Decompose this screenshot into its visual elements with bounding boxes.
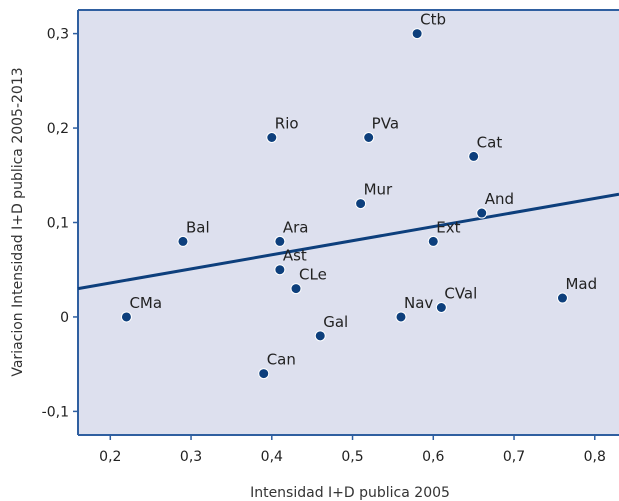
y-tick-label: -0,1 [42,404,69,420]
data-point-ctb [411,28,423,40]
data-point-cval [435,302,447,313]
data-point-mur [355,198,367,210]
point-label-mur: Mur [364,181,393,199]
data-point-gal [314,330,326,342]
data-point-rio [266,132,278,143]
point-label-and: And [485,190,514,208]
y-tick-label: 0,3 [47,27,69,43]
plot-area [78,10,619,435]
point-label-pva: PVa [372,115,399,133]
y-axis-title: Variacion Intensidad I+D publica 2005-20… [10,67,26,376]
point-label-nav: Nav [404,294,433,312]
data-point-pva [363,132,375,143]
data-point-mad [556,292,568,304]
point-label-bal: Bal [186,218,210,236]
x-tick-label: 0,4 [261,449,283,465]
point-label-can: Can [267,351,296,369]
point-label-gal: Gal [323,313,348,331]
point-label-ara: Ara [283,218,309,236]
point-label-ext: Ext [436,218,460,236]
data-point-cat [468,150,480,162]
data-point-can [258,368,270,380]
data-point-bal [177,235,189,247]
y-axis: -0,1 0 0,1 0,2 0,3 [42,27,78,420]
x-tick-label: 0,6 [422,449,444,465]
x-tick-label: 0,5 [341,449,363,465]
y-tick-label: 0,2 [47,121,69,137]
point-label-mad: Mad [565,275,597,293]
data-point-ext [427,235,439,247]
point-label-ast: Ast [283,247,307,265]
point-label-ctb: Ctb [420,11,446,29]
data-point-cle [290,283,302,295]
point-label-cval: CVal [444,285,477,303]
data-point-and [476,207,488,219]
x-tick-label: 0,3 [180,449,202,465]
y-tick-label: 0,1 [47,216,69,232]
x-tick-label: 0,2 [99,449,121,465]
y-tick-label: 0 [60,310,69,326]
trend-line [77,192,619,291]
point-label-cma: CMa [129,294,162,312]
x-tick-label: 0,8 [584,449,606,465]
point-label-cle: CLe [299,266,327,284]
data-point-nav [395,311,407,323]
data-point-cma [120,311,132,323]
x-axis-title: Intensidad I+D publica 2005 [250,485,450,501]
point-label-rio: Rio [275,115,299,133]
point-label-cat: Cat [477,133,503,151]
x-axis: 0,2 0,3 0,4 0,5 0,6 0,7 0,8 [99,435,606,465]
data-point-ast [274,264,286,276]
data-point-ara [274,235,286,247]
x-tick-label: 0,7 [503,449,525,465]
